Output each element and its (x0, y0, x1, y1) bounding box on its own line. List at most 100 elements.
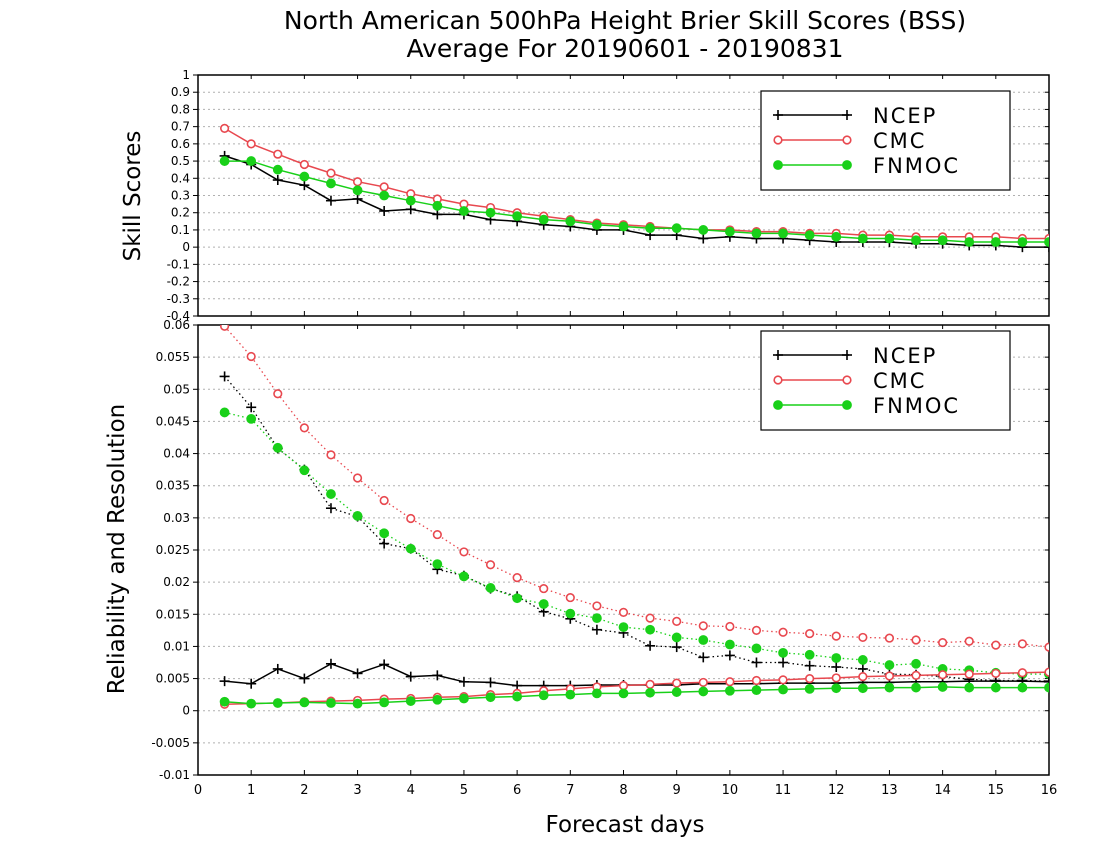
point-fnmoc-solid (752, 229, 761, 238)
y-tick-label: 0.3 (171, 189, 190, 203)
point-cmc-dotted (673, 618, 681, 626)
point-fnmoc-dotted (327, 490, 336, 499)
point-cmc-solid (992, 670, 1000, 678)
x-tick-label: 3 (353, 783, 361, 798)
point-fnmoc-solid (220, 697, 229, 706)
point-cmc-solid (380, 183, 388, 191)
point-fnmoc-dotted (752, 644, 761, 653)
point-fnmoc-solid (1018, 238, 1027, 247)
point-fnmoc-solid (273, 699, 282, 708)
legend-marker-cmc (843, 376, 851, 384)
point-fnmoc-solid (300, 698, 309, 707)
point-cmc-solid (912, 672, 920, 680)
x-tick-label: 4 (407, 783, 415, 798)
point-cmc-dotted (460, 548, 468, 556)
point-cmc-solid (646, 681, 654, 689)
point-fnmoc-solid (699, 687, 708, 696)
point-fnmoc-dotted (380, 529, 389, 538)
point-cmc-solid (965, 670, 973, 678)
point-fnmoc-solid (593, 689, 602, 698)
point-fnmoc-solid (353, 186, 362, 195)
point-cmc-dotted (806, 630, 814, 638)
point-cmc-dotted (699, 622, 707, 630)
y-tick-label: 0.04 (163, 447, 190, 461)
point-fnmoc-solid (965, 238, 974, 247)
y-tick-label: 0.025 (156, 543, 190, 557)
point-fnmoc-dotted (725, 640, 734, 649)
legend-label-cmc: CMC (873, 369, 926, 393)
point-cmc-dotted (1019, 640, 1027, 648)
legend: NCEPCMCFNMOC (761, 91, 1010, 190)
point-fnmoc-solid (912, 236, 921, 245)
y-tick-label: 0 (182, 240, 190, 254)
top-y-axis-label: Skill Scores (120, 131, 146, 262)
point-cmc-dotted (487, 561, 495, 569)
point-fnmoc-dotted (273, 443, 282, 452)
y-tick-label: 0.005 (156, 672, 190, 686)
y-tick-label: 1 (182, 68, 190, 82)
point-cmc-solid (806, 675, 814, 683)
point-fnmoc-solid (433, 201, 442, 210)
point-fnmoc-solid (353, 699, 362, 708)
point-fnmoc-solid (566, 690, 575, 699)
x-tick-label: 2 (300, 783, 308, 798)
point-cmc-dotted (646, 614, 654, 622)
point-cmc-dotted (1045, 643, 1053, 651)
legend-label-ncep: NCEP (873, 344, 937, 368)
point-cmc-dotted (407, 515, 415, 523)
point-fnmoc-solid (646, 688, 655, 697)
point-fnmoc-solid (672, 688, 681, 697)
point-fnmoc-solid (539, 691, 548, 700)
point-cmc-dotted (832, 632, 840, 640)
point-fnmoc-solid (406, 697, 415, 706)
point-fnmoc-solid (247, 157, 256, 166)
point-fnmoc-solid (805, 231, 814, 240)
point-cmc-solid (354, 178, 362, 186)
y-tick-label: 0.9 (171, 85, 190, 99)
point-cmc-solid (247, 140, 255, 148)
point-fnmoc-dotted (858, 656, 867, 665)
point-cmc-dotted (274, 390, 282, 398)
x-tick-label: 8 (619, 783, 627, 798)
point-fnmoc-dotted (539, 600, 548, 609)
point-cmc-dotted (726, 623, 734, 631)
legend-marker-fnmoc (843, 161, 852, 170)
y-tick-label: 0.015 (156, 607, 190, 621)
series-line-fnmoc-dotted (225, 412, 1049, 674)
y-tick-label: 0.1 (171, 223, 190, 237)
point-cmc-solid (859, 673, 867, 681)
point-cmc-solid (1045, 668, 1053, 676)
y-tick-label: 0.4 (171, 171, 190, 185)
y-tick-label: 0.01 (163, 639, 190, 653)
x-tick-label: 9 (673, 783, 681, 798)
point-fnmoc-dotted (220, 408, 229, 417)
point-cmc-dotted (859, 634, 867, 642)
y-tick-label: 0.7 (171, 120, 190, 134)
skill-scores-panel: -0.4 -0.3 -0.2 -0.1 0 0.1 0.2 0.3 0.4 0.5 0.6 0.7 0.… (167, 68, 1054, 323)
point-fnmoc-solid (327, 179, 336, 188)
point-fnmoc-dotted (486, 584, 495, 593)
chart-title-line1: North American 500hPa Height Brier Skill… (284, 6, 966, 35)
point-fnmoc-solid (965, 683, 974, 692)
point-fnmoc-solid (593, 220, 602, 229)
legend-label-cmc: CMC (873, 129, 926, 153)
point-cmc-dotted (965, 637, 973, 645)
point-cmc-dotted (354, 474, 362, 482)
y-tick-label: -0.2 (167, 275, 190, 289)
point-fnmoc-solid (380, 698, 389, 707)
point-fnmoc-solid (486, 208, 495, 217)
point-fnmoc-solid (805, 684, 814, 693)
point-cmc-dotted (886, 634, 894, 642)
legend-label-fnmoc: FNMOC (873, 394, 960, 418)
point-fnmoc-dotted (460, 572, 469, 581)
point-cmc-solid (620, 682, 628, 690)
point-fnmoc-dotted (619, 623, 628, 632)
point-cmc-dotted (247, 353, 255, 361)
point-fnmoc-solid (646, 224, 655, 233)
y-tick-label: -0.01 (159, 768, 190, 782)
point-fnmoc-dotted (353, 512, 362, 521)
y-tick-label: 0.03 (163, 511, 190, 525)
point-fnmoc-solid (406, 196, 415, 205)
y-tick-label: 0.05 (163, 382, 190, 396)
